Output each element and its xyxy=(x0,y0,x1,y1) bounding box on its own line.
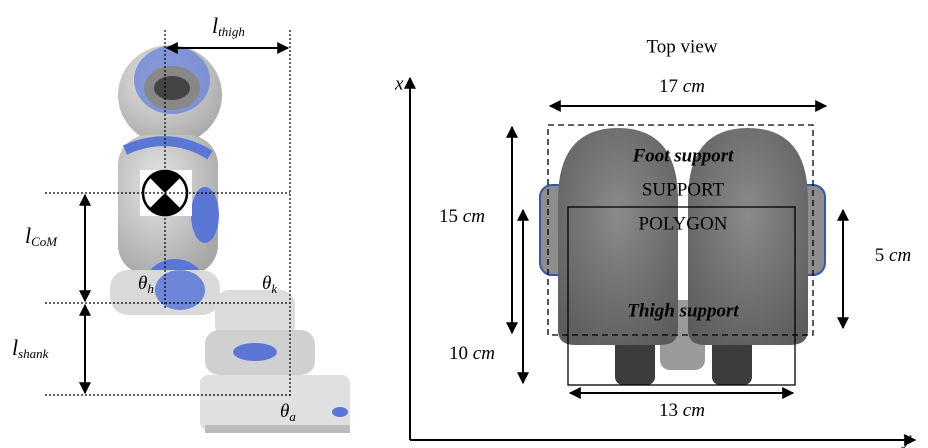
length-inner-label: 10 cm xyxy=(449,343,495,364)
shank-label: lshank xyxy=(12,335,49,361)
label-part: cm xyxy=(463,206,485,227)
polygon-label-1: SUPPORT xyxy=(642,179,725,200)
label-part: 5 xyxy=(875,245,885,266)
page: lthigh lCoM lshank θh θk θa x y Top view… xyxy=(0,0,928,448)
length-outer-label: 15 cm xyxy=(439,206,485,227)
label-part: cm xyxy=(683,400,705,421)
knee-angle-label: θk xyxy=(262,273,277,296)
label-part: a xyxy=(289,409,296,424)
label-part: cm xyxy=(683,76,705,97)
label-part: k xyxy=(271,281,277,296)
top-view-title: Top view xyxy=(647,36,718,57)
com-label: lCoM xyxy=(25,223,58,249)
label-part: cm xyxy=(889,245,911,266)
overlap-label: 5 cm xyxy=(875,245,911,266)
label-part: CoM xyxy=(31,234,58,249)
polygon-label-2: POLYGON xyxy=(639,213,728,234)
label-part: θ xyxy=(262,273,271,294)
label-part: θ xyxy=(138,273,147,294)
label-part: 10 xyxy=(449,343,468,364)
width-inner-label: 13 cm xyxy=(659,400,705,421)
y-axis-label: y xyxy=(901,428,912,448)
robot-side xyxy=(110,45,350,433)
label-part: shank xyxy=(18,346,49,361)
label-part: 15 xyxy=(439,206,458,227)
label-part: thigh xyxy=(218,24,245,39)
x-axis-label: x xyxy=(394,73,404,94)
figure: lthigh lCoM lshank θh θk θa x y Top view… xyxy=(0,0,928,448)
width-outer-label: 17 cm xyxy=(659,76,705,97)
robot-top xyxy=(540,128,825,385)
foot-support-label: Foot support xyxy=(632,145,735,166)
label-part: cm xyxy=(473,343,495,364)
thigh-label: lthigh xyxy=(212,13,245,39)
label-part: θ xyxy=(280,401,289,422)
thigh-support-label: Thigh support xyxy=(627,300,739,321)
label-part: 17 xyxy=(659,76,678,97)
label-part: h xyxy=(147,281,154,296)
label-part: 13 xyxy=(659,400,678,421)
